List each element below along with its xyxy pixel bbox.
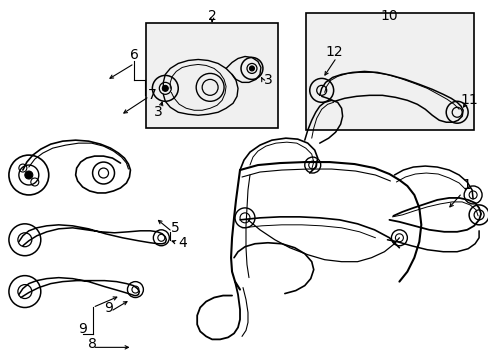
Text: 3: 3: [154, 105, 163, 119]
Text: 4: 4: [178, 236, 186, 250]
Text: 9: 9: [104, 301, 113, 315]
Text: 10: 10: [380, 9, 397, 23]
Text: 7: 7: [148, 88, 157, 102]
Text: 6: 6: [130, 49, 139, 63]
Text: 3: 3: [263, 73, 272, 87]
Text: 5: 5: [170, 221, 179, 235]
Text: 11: 11: [459, 93, 477, 107]
Text: 2: 2: [207, 9, 216, 23]
Circle shape: [249, 66, 254, 71]
Text: 8: 8: [88, 337, 97, 351]
Text: 9: 9: [78, 323, 87, 337]
Text: 12: 12: [325, 45, 343, 59]
Bar: [146, 23, 277, 128]
Text: 1: 1: [462, 178, 470, 192]
Bar: [305, 13, 473, 130]
Circle shape: [25, 171, 33, 179]
Circle shape: [162, 85, 168, 91]
